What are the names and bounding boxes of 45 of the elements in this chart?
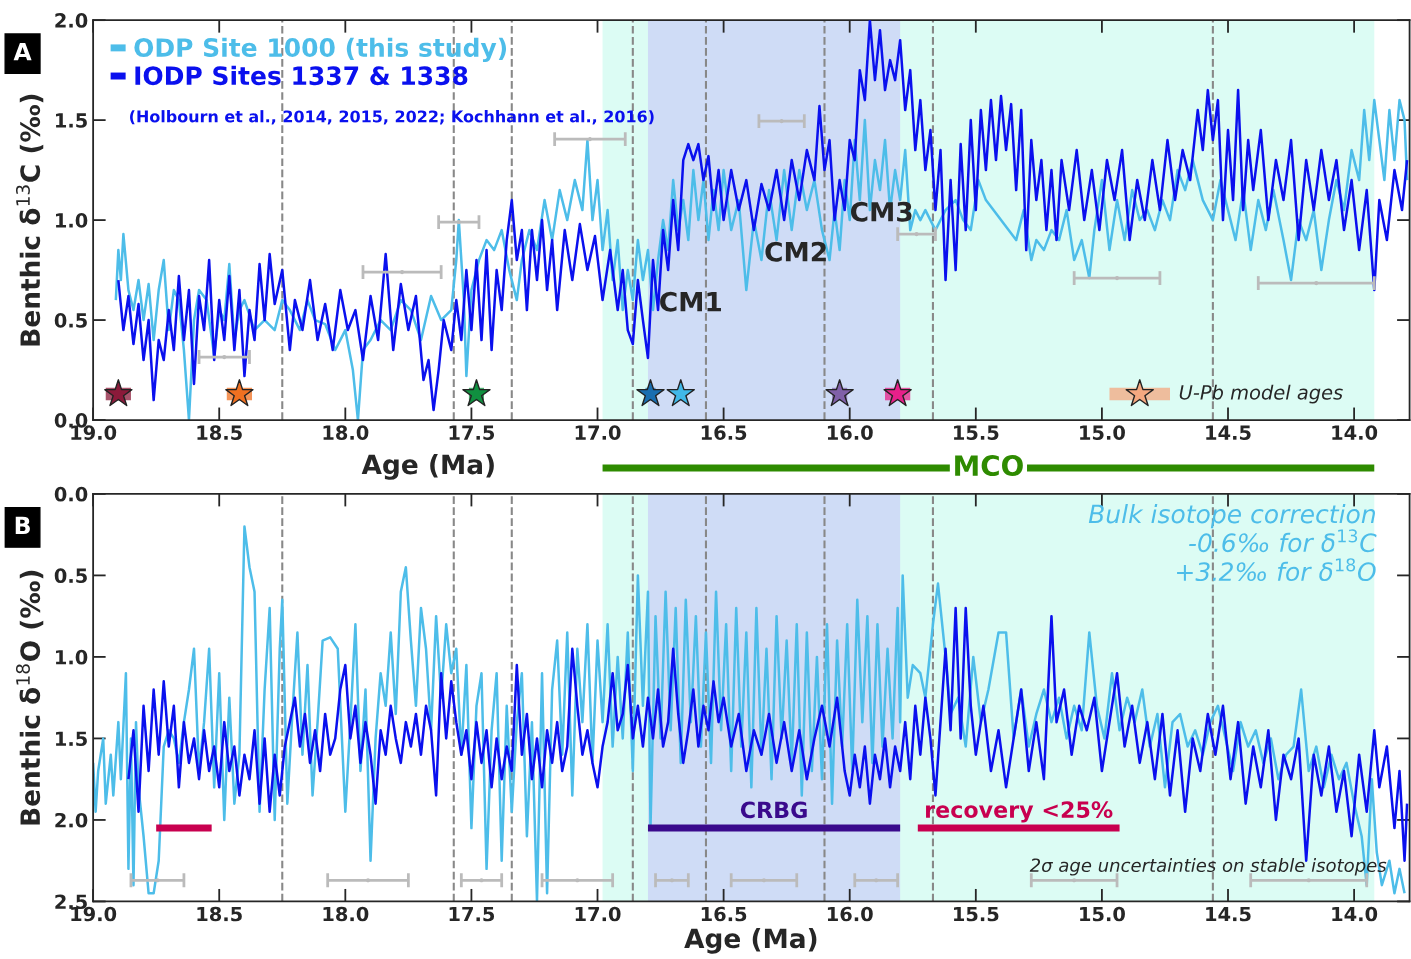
x-tick-label: 15.5 [954, 906, 999, 922]
y-tick-label: 1.5 [56, 731, 87, 747]
x-tick-label: 18.5 [197, 425, 242, 440]
x-tick-label: 15.0 [1080, 906, 1125, 922]
y-tick-label: 0.5 [54, 313, 87, 328]
x-tick-label: 18.0 [323, 425, 369, 440]
y-axis-title: Benthic δ$^{13}$C (‰) [15, 94, 44, 346]
x-tick-label: 17.5 [449, 425, 495, 440]
x-tick-label: 16.5 [701, 906, 747, 922]
annotation: Bulk isotope correction -0.6‰ for δ$^{13}$C +3.2‰ for δ$^{18}$O [1088, 504, 1377, 582]
x-tick-label: 14.5 [1206, 425, 1251, 440]
x-tick-label: 16.0 [827, 425, 873, 440]
series-label: U-Pb model ages [1179, 384, 1343, 404]
annotation: CM2 [765, 241, 826, 262]
text: A [13, 43, 32, 61]
x-axis-title: Age (Ma) [361, 454, 494, 480]
y-tick-label: 2.0 [55, 13, 88, 28]
y-tick-label: 0.0 [54, 486, 88, 502]
band-label: MCO [955, 455, 1023, 477]
x-tick-label: 14.0 [1332, 906, 1378, 922]
y-axis-title: Benthic δ$^{18}$O (‰) [15, 570, 44, 825]
y-tick-label: 1.0 [56, 213, 88, 228]
x-tick-label: 18.0 [323, 906, 369, 922]
legend-label: ODP Site 1000 (this study) [134, 37, 507, 63]
x-tick-label: 14.0 [1332, 425, 1378, 440]
x-tick-label: 14.5 [1206, 906, 1251, 922]
text: B [15, 516, 30, 534]
series-label: recovery <25% [926, 801, 1113, 823]
x-tick-label: 17.0 [575, 906, 621, 922]
x-tick-label: 16.0 [827, 906, 873, 922]
annotation: (Holbourn et al., 2014, 2015, 2022; Kochhann et al., 2016) [130, 110, 654, 125]
x-tick-label: 17.5 [449, 906, 495, 922]
series-label: CRBG [740, 801, 807, 819]
x-tick-label: 15.0 [1080, 425, 1125, 440]
x-tick-label: 16.5 [701, 425, 747, 440]
y-tick-label: 1.5 [56, 113, 87, 128]
x-tick-label: 17.0 [575, 425, 621, 440]
y-tick-label: 0.5 [54, 568, 87, 584]
y-tick-label: 1.0 [56, 649, 88, 665]
x-axis-title: Age (Ma) [684, 927, 817, 954]
y-tick-label: 2.0 [55, 812, 88, 828]
x-tick-label: 18.5 [197, 906, 242, 922]
annotation: CM1 [660, 291, 721, 312]
legend-label: IODP Sites 1337 & 1338 [135, 65, 468, 86]
x-tick-label: 15.5 [954, 425, 999, 440]
